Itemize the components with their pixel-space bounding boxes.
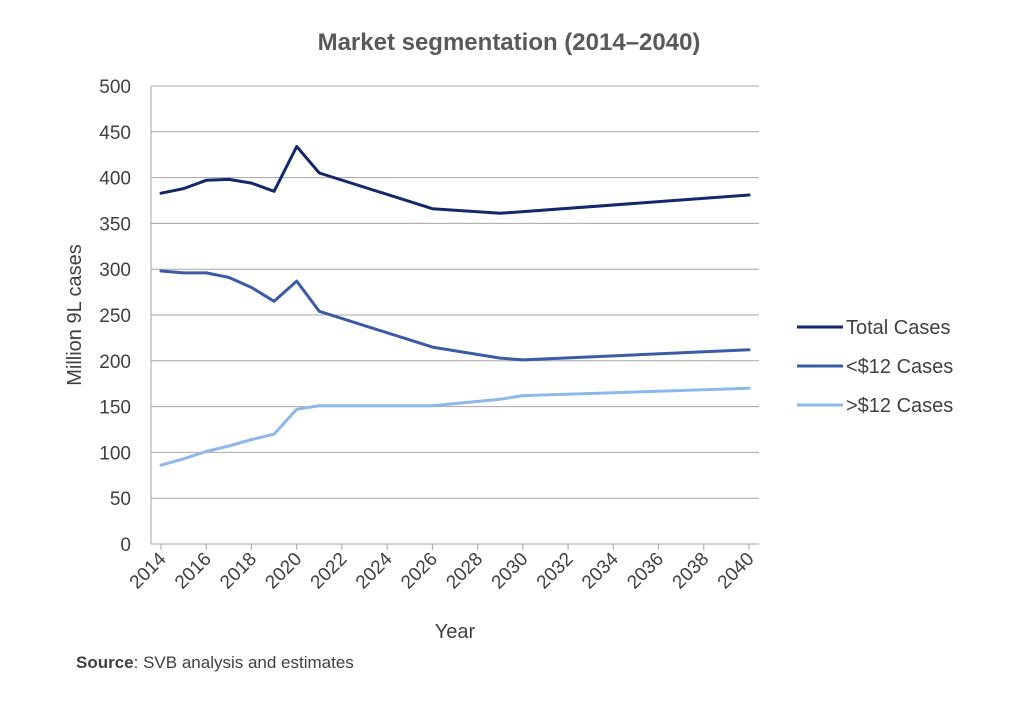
x-tick-label: 2028: [442, 549, 487, 594]
y-tick-label: 100: [99, 443, 131, 464]
x-tick-label: 2022: [307, 549, 352, 594]
y-tick-label: 200: [99, 352, 131, 373]
y-tick-label: 300: [99, 260, 131, 281]
legend-label: Total Cases: [846, 317, 951, 339]
legend-label: >$12 Cases: [846, 395, 953, 417]
y-tick-label: 400: [99, 169, 131, 190]
source-label: Source: [76, 653, 134, 672]
y-tick-label: 450: [99, 123, 131, 144]
y-axis-label: Million 9L cases: [64, 244, 86, 386]
x-tick-label: 2036: [623, 549, 668, 594]
x-tick-label: 2026: [397, 549, 442, 594]
x-tick-label: 2016: [171, 549, 216, 594]
series-line-3: [159, 386, 751, 467]
x-axis-label: Year: [435, 621, 476, 643]
x-tick-label: 2040: [714, 549, 759, 594]
gridlines: [151, 85, 759, 545]
x-tick-label: 2032: [533, 549, 578, 594]
x-tick-label: 2024: [352, 548, 397, 593]
x-tick-label: 2014: [126, 548, 171, 593]
source-text: : SVB analysis and estimates: [133, 653, 354, 672]
y-tick-label: 350: [99, 214, 131, 235]
y-axis-ticks: 0 50 100 150 200 250 300 350 400 450 500: [99, 77, 131, 556]
x-axis-ticks: 2014 2016 2018 2020 2022 2024 2026 2028 2030 2032…: [126, 544, 759, 593]
series-line-1: [159, 145, 751, 215]
y-tick-label: 250: [99, 306, 131, 327]
y-tick-label: 0: [120, 535, 131, 556]
x-tick-label: 2030: [488, 549, 533, 594]
x-tick-label: 2018: [216, 549, 261, 594]
x-tick-label: 2020: [261, 549, 306, 594]
chart-title: Market segmentation (2014–2040): [318, 29, 701, 56]
y-tick-label: 50: [110, 489, 131, 510]
legend: Total Cases <$12 Cases >$12 Cases: [797, 317, 953, 417]
series-line-2: [159, 269, 751, 362]
source-note: Source: SVB analysis and estimates: [76, 653, 354, 673]
x-tick-label: 2034: [578, 548, 623, 593]
x-tick-label: 2038: [669, 549, 714, 594]
y-tick-label: 150: [99, 398, 131, 419]
y-tick-label: 500: [99, 77, 131, 98]
legend-label: <$12 Cases: [846, 356, 953, 378]
series-lines: [159, 145, 751, 467]
